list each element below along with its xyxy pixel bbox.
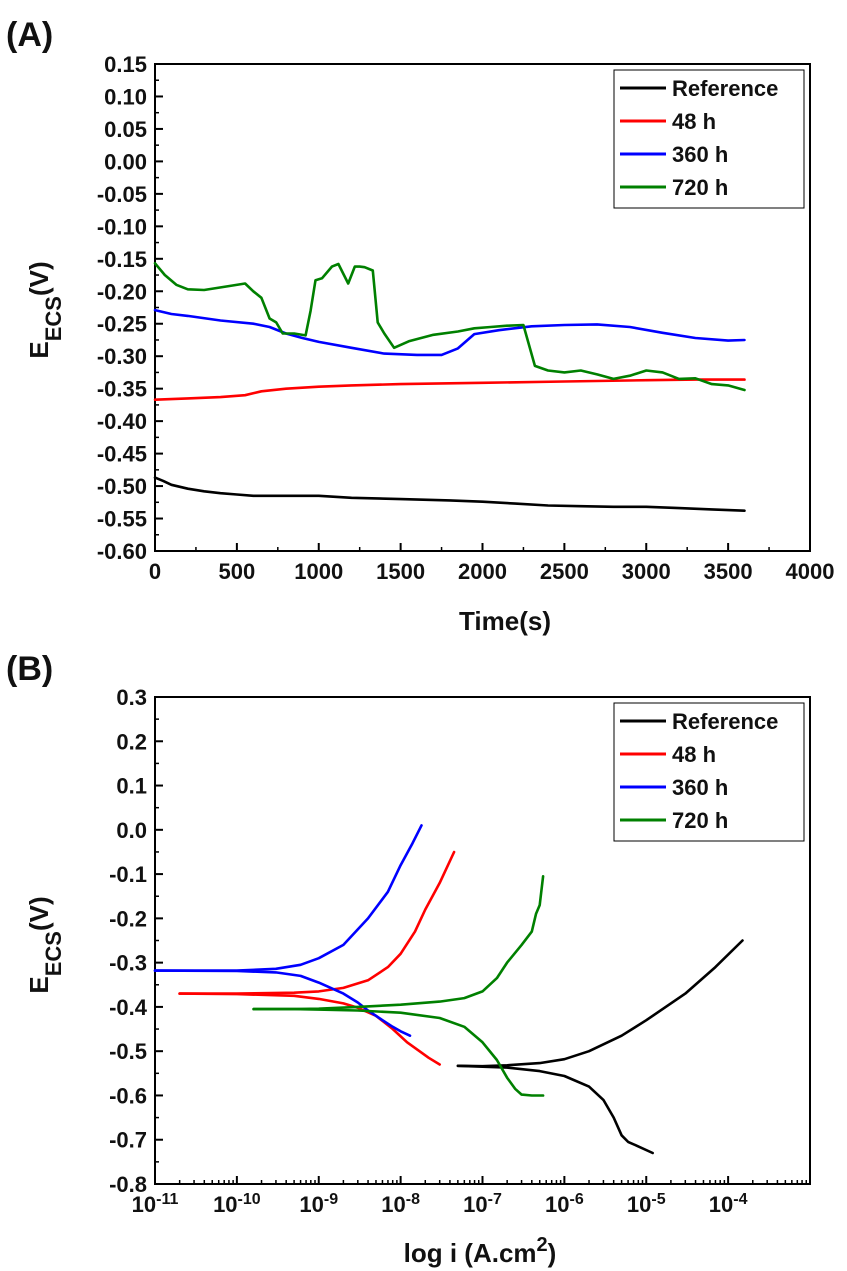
y-tick-label: -0.20 (97, 279, 147, 304)
y-tick-label: 0.1 (116, 774, 147, 799)
x-tick-label: 3000 (622, 559, 671, 584)
series-line-48-h-branch-1 (178, 850, 456, 995)
y-tick-label: 0.05 (104, 117, 147, 142)
chart-panel-a: (A) 0 500 1000 1500 2000 2500 3000 3500 4000 0.1… (6, 16, 834, 636)
x-tick-label: 10-5 (627, 1191, 666, 1218)
y-tick-label: -0.7 (109, 1128, 147, 1153)
y-tick-label: 0.3 (116, 685, 147, 710)
series-line-48-h (153, 378, 746, 402)
x-ticks-a: 0 500 1000 1500 2000 2500 3000 3500 4000 (149, 543, 835, 584)
x-tick-label: 10-7 (463, 1191, 502, 1218)
y-tick-label: -0.4 (109, 995, 148, 1020)
x-tick-label: 10-8 (381, 1191, 420, 1218)
chart-panel-b: (B) 10-11 10-10 10-9 10-8 10-7 10-6 10-5 10-4 0… (6, 650, 811, 1268)
legend-label: Reference (672, 709, 778, 734)
x-tick-label: 10-6 (545, 1191, 584, 1218)
series-group-b (153, 824, 744, 1155)
y-tick-label: 0.10 (104, 84, 147, 109)
series-group-a (153, 261, 746, 513)
x-tick-label: 10-10 (213, 1191, 261, 1218)
y-tick-label: -0.6 (109, 1083, 147, 1108)
y-tick-label: 0.15 (104, 52, 147, 77)
x-tick-label: 0 (149, 559, 161, 584)
legend-label: 720 h (672, 808, 728, 833)
y-tick-label: -0.15 (97, 247, 147, 272)
panel-label-b: (B) (6, 650, 53, 688)
x-tick-label: 10-4 (709, 1191, 748, 1218)
y-tick-label: -0.3 (109, 951, 147, 976)
y-tick-label: -0.1 (109, 862, 147, 887)
series-line-360-h (153, 308, 746, 357)
x-tick-label: 3500 (704, 559, 753, 584)
y-tick-label: -0.05 (97, 182, 147, 207)
series-line-720-h-branch-1 (252, 874, 545, 1011)
y-tick-label: -0.35 (97, 377, 147, 402)
legend-label: 360 h (672, 142, 728, 167)
y-tick-label: -0.25 (97, 312, 147, 337)
y-tick-label: -0.30 (97, 344, 147, 369)
series-line-reference (153, 476, 746, 513)
y-axis-title-a: EECS(V) (24, 261, 66, 358)
y-tick-label: -0.60 (97, 539, 147, 564)
y-tick-label: -0.2 (109, 906, 147, 931)
y-tick-label: -0.8 (109, 1172, 147, 1197)
y-tick-label: -0.45 (97, 442, 147, 467)
series-line-720-h (153, 261, 746, 392)
y-tick-label: -0.40 (97, 409, 147, 434)
x-tick-label: 10-9 (299, 1191, 338, 1218)
series-line-360-h-branch-1 (153, 824, 423, 972)
legend-label: 48 h (672, 742, 716, 767)
legend-box (613, 702, 805, 842)
y-tick-label: -0.55 (97, 507, 147, 532)
series-line-360-h-branch-2 (153, 969, 412, 1037)
x-tick-label: 1500 (376, 559, 425, 584)
series-line-720-h-branch-2 (252, 1007, 545, 1097)
panel-label-a: (A) (6, 16, 53, 54)
y-tick-label: 0.0 (116, 818, 147, 843)
x-tick-label: 2000 (458, 559, 507, 584)
legend-label: 48 h (672, 109, 716, 134)
legend-a: Reference 48 h 360 h 720 h (613, 69, 805, 209)
y-tick-label: 0.00 (104, 149, 147, 174)
x-tick-label: 4000 (786, 559, 835, 584)
legend-b: Reference 48 h 360 h 720 h (613, 702, 805, 842)
y-ticks-b: 0.3 0.2 0.1 0.0 -0.1 -0.2 -0.3 -0.4 -0.5 -0.6 -0.7… (109, 685, 163, 1197)
y-ticks-a: 0.15 0.10 0.05 0.00 -0.05 -0.10 -0.15 -0.20 -0.2… (97, 52, 163, 564)
x-axis-title-a: Time(s) (459, 606, 551, 636)
legend-label: Reference (672, 76, 778, 101)
x-axis-title-b: log i (A.cm2) (404, 1234, 557, 1268)
x-tick-label: 500 (219, 559, 256, 584)
x-ticks-b: 10-11 10-10 10-9 10-8 10-7 10-6 10-5 10-4 (132, 1176, 808, 1218)
legend-box (613, 69, 805, 209)
y-tick-label: -0.10 (97, 214, 147, 239)
y-tick-label: 0.2 (116, 729, 147, 754)
y-tick-label: -0.50 (97, 474, 147, 499)
legend-label: 360 h (672, 775, 728, 800)
y-axis-title-b: EECS(V) (24, 896, 66, 993)
x-tick-label: 1000 (294, 559, 343, 584)
y-tick-label: -0.5 (109, 1039, 147, 1064)
legend-label: 720 h (672, 175, 728, 200)
series-line-reference-branch-1 (456, 939, 744, 1068)
series-line-reference-branch-2 (456, 1064, 655, 1155)
x-tick-label: 2500 (540, 559, 589, 584)
